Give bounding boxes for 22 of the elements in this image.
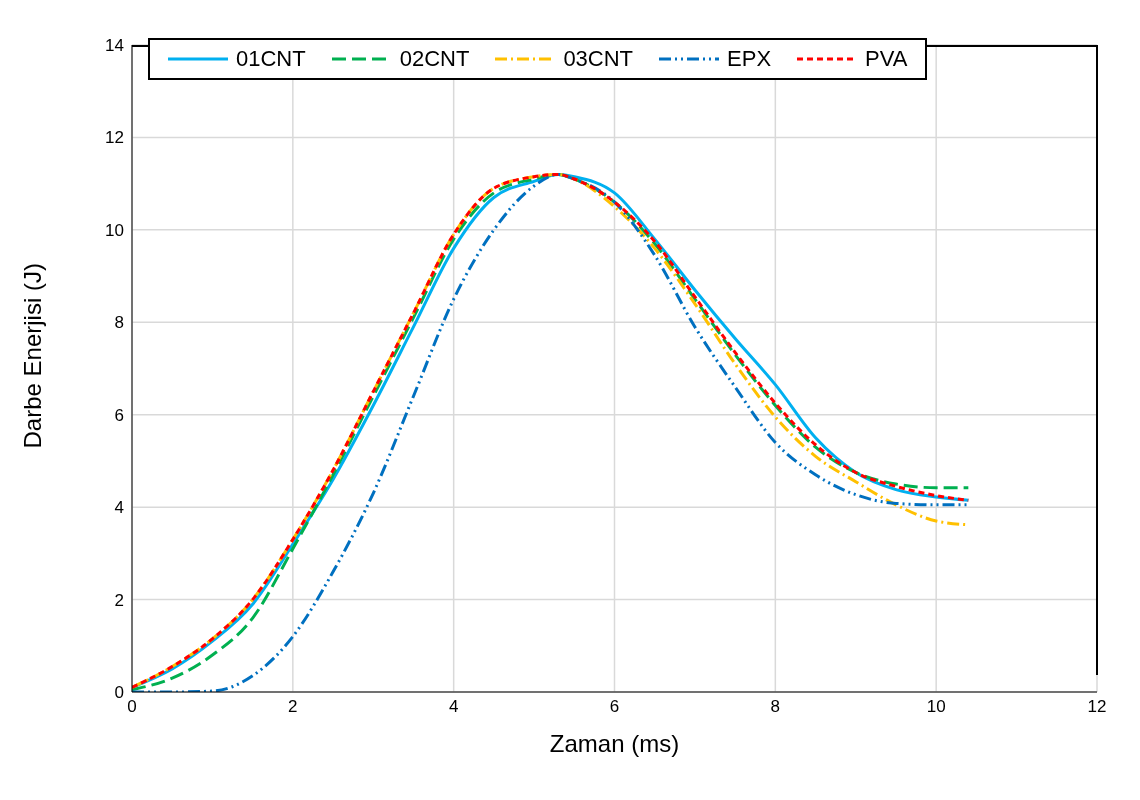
x-tick-label: 2 [288, 697, 298, 717]
legend-label: 02CNT [399, 46, 470, 72]
x-tick-label: 8 [770, 697, 781, 717]
legend-label: EPX [727, 46, 772, 72]
y-tick-label: 8 [114, 313, 124, 333]
y-axis-title: Darbe Enerjisi (J) [18, 263, 46, 449]
legend-label: PVA [865, 46, 908, 72]
y-tick-label: 4 [114, 498, 124, 518]
x-tick-label: 4 [448, 697, 459, 717]
y-tick-label: 10 [105, 220, 124, 240]
legend-label: 03CNT [563, 46, 634, 72]
y-tick-label: 0 [114, 683, 124, 703]
legend-label: 01CNT [236, 46, 306, 72]
x-tick-label: 10 [926, 697, 946, 717]
x-tick-label: 0 [127, 697, 137, 717]
y-tick-label: 12 [105, 128, 124, 148]
x-tick-label: 6 [609, 697, 620, 717]
y-tick-label: 6 [114, 405, 124, 425]
y-tick-label: 14 [105, 36, 124, 56]
x-tick-label: 12 [1087, 697, 1107, 717]
x-axis-title: Zaman (ms) [549, 730, 680, 757]
y-tick-label: 2 [114, 590, 124, 610]
